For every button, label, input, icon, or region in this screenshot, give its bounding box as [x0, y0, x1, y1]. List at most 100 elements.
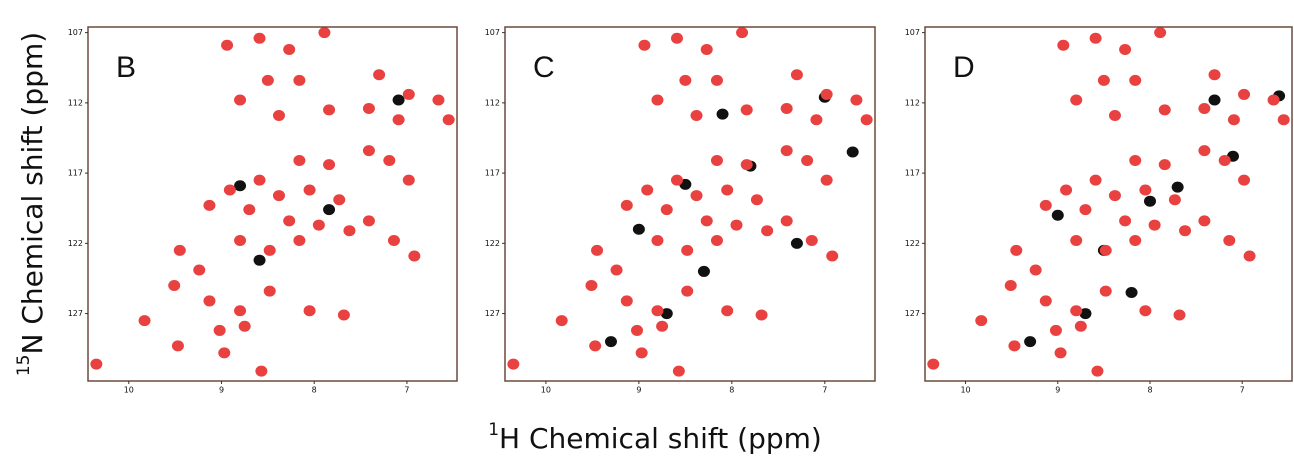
peak — [171, 340, 184, 352]
peak — [90, 358, 103, 370]
peak — [721, 184, 734, 196]
peak — [253, 32, 266, 44]
peak — [1223, 235, 1236, 247]
y-tick-label: 117 — [905, 169, 920, 178]
peak — [604, 336, 617, 348]
peak — [312, 219, 325, 231]
peak — [1099, 244, 1112, 256]
peak — [750, 194, 763, 206]
peak — [1024, 336, 1037, 348]
y-axis-label: 15N Chemical shift (ppm) — [14, 32, 49, 376]
peak — [591, 244, 604, 256]
peak — [203, 295, 216, 307]
y-label-sup: 15 — [14, 355, 34, 377]
peak — [710, 154, 723, 166]
x-tick-label: 7 — [1240, 386, 1245, 395]
peak — [337, 309, 350, 321]
peak — [670, 32, 683, 44]
plot-area — [90, 27, 455, 377]
peak — [1097, 74, 1110, 86]
peak — [975, 315, 988, 327]
peak — [323, 159, 336, 171]
y-tick-label: 107 — [68, 28, 83, 37]
peak — [780, 102, 793, 114]
peak — [1208, 94, 1221, 106]
peak — [1154, 27, 1167, 39]
peak — [1125, 287, 1138, 298]
x-tick-label: 8 — [729, 386, 734, 395]
peak — [610, 264, 623, 276]
peak — [255, 365, 268, 377]
peak — [253, 254, 266, 266]
peak — [1089, 174, 1102, 186]
peak — [1238, 88, 1251, 100]
peak — [362, 102, 375, 114]
peak — [261, 74, 274, 86]
peak — [138, 315, 151, 327]
peak — [1108, 110, 1121, 121]
peak — [1243, 250, 1256, 262]
peak — [283, 43, 296, 55]
peak — [1108, 190, 1121, 202]
x-tick-label: 8 — [312, 386, 317, 395]
peak — [790, 69, 803, 81]
peak — [1054, 347, 1067, 359]
x-axis-label: 1H Chemical shift (ppm) — [488, 420, 822, 455]
peak — [1238, 174, 1251, 186]
peak — [1051, 209, 1064, 221]
peak — [1143, 195, 1156, 207]
y-tick-label: 117 — [485, 169, 500, 178]
peak — [589, 340, 602, 352]
peak — [1179, 225, 1192, 237]
peak — [679, 74, 692, 86]
peak — [826, 250, 839, 262]
y-tick-label: 112 — [485, 98, 500, 107]
x-tick-label: 10 — [124, 386, 134, 395]
peak — [672, 365, 685, 377]
peak — [697, 265, 710, 277]
peak — [1070, 94, 1083, 106]
peak — [1208, 69, 1221, 81]
panel-letter: D — [953, 51, 975, 84]
x-tick-label: 10 — [541, 386, 551, 395]
peak — [700, 215, 713, 227]
peak — [780, 145, 793, 157]
peak — [846, 146, 859, 158]
peak — [272, 110, 285, 121]
peak — [1173, 309, 1186, 321]
peak — [221, 39, 234, 51]
peak — [638, 39, 651, 51]
peak — [790, 237, 803, 249]
plot-area — [507, 27, 873, 377]
peak — [736, 27, 749, 39]
peak — [293, 235, 306, 247]
x-label-text: H Chemical shift (ppm) — [499, 422, 822, 455]
peak — [303, 305, 316, 317]
y-tick-label: 117 — [68, 169, 83, 178]
peak — [801, 154, 814, 166]
peak — [660, 308, 673, 320]
peak — [168, 279, 181, 291]
y-tick-label: 107 — [485, 28, 500, 37]
peak — [927, 358, 940, 370]
y-tick-label: 107 — [905, 28, 920, 37]
peak — [740, 159, 753, 171]
peak — [1129, 74, 1142, 86]
peak — [243, 204, 256, 216]
y-label-text: N Chemical shift (ppm) — [16, 32, 49, 355]
x-tick-label: 9 — [219, 386, 224, 395]
peak — [272, 190, 285, 202]
y-tick-label: 112 — [68, 98, 83, 107]
peak — [1218, 154, 1231, 166]
x-tick-label: 9 — [1055, 386, 1060, 395]
peak — [238, 320, 251, 332]
panel-letter: C — [533, 51, 555, 84]
peak — [721, 305, 734, 317]
peak — [1010, 244, 1023, 256]
peak — [681, 244, 694, 256]
y-tick-label: 122 — [905, 239, 920, 248]
peak — [1029, 264, 1042, 276]
peak — [1139, 184, 1152, 196]
peak — [690, 110, 703, 121]
